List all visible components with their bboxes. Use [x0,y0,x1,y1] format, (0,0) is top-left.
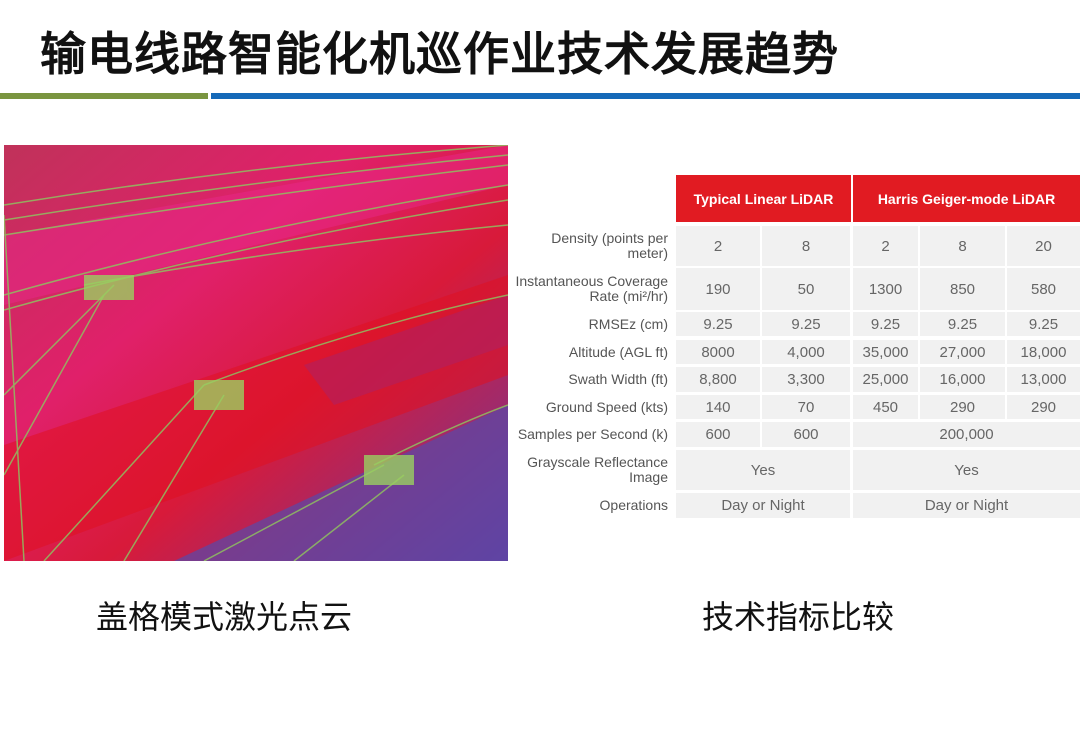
accent-bar-green [0,93,208,99]
row-label: Operations [599,497,668,513]
table-cell: 450 [853,395,918,419]
caption-comparison: 技术指标比较 [702,598,895,636]
table-cell: 580 [1007,268,1080,310]
table-cell: 13,000 [1007,367,1080,392]
caption-point-cloud: 盖格模式激光点云 [96,598,353,636]
table-cell: 20 [1007,226,1080,266]
table-cell: 8 [762,226,850,266]
table-cell: 27,000 [920,340,1005,364]
row-label: RMSEz (cm) [588,315,668,332]
row-label: Swath Width (ft) [568,371,668,387]
row-label: Instantaneous Coverage Rate (mi²/hr) [515,273,668,304]
row-label: Density (points per meter) [551,230,668,261]
lidar-point-cloud-image [4,145,508,561]
header-typical-linear-lidar: Typical Linear LiDAR [676,175,851,222]
row-label: Ground Speed (kts) [545,398,668,415]
table-cell: 4,000 [762,340,850,364]
table-cell: 200,000 [853,422,1080,447]
table-cell: 140 [676,395,760,419]
table-cell: 3,300 [762,367,850,392]
table-cell: 9.25 [762,312,850,336]
table-cell: 2 [676,226,760,266]
table-cell: 9.25 [920,312,1005,336]
table-cell: Yes [853,450,1080,490]
table-cell: 16,000 [920,367,1005,392]
table-cell: 290 [920,395,1005,419]
table-cell: Yes [676,450,850,490]
table-cell: 9.25 [1007,312,1080,336]
table-cell: 25,000 [853,367,918,392]
table-cell: 190 [676,268,760,310]
table-cell: 850 [920,268,1005,310]
table-cell: 2 [853,226,918,266]
table-cell: 290 [1007,395,1080,419]
table-cell: 35,000 [853,340,918,364]
table-cell: 8,800 [676,367,760,392]
row-label: Samples per Second (k) [517,426,668,442]
accent-bar-blue [211,93,1080,99]
table-cell: 50 [762,268,850,310]
table-cell: 8000 [676,340,760,364]
table-cell: 8 [920,226,1005,266]
table-cell: Day or Night [853,493,1080,518]
row-label: Grayscale Reflectance Image [527,454,668,485]
table-cell: 600 [676,422,760,447]
table-cell: 1300 [853,268,918,310]
table-cell: 9.25 [676,312,760,336]
row-label: Altitude (AGL ft) [568,343,668,360]
slide-title: 输电线路智能化机巡作业技术发展趋势 [40,27,839,81]
table-cell: Day or Night [676,493,850,518]
header-harris-geiger-lidar: Harris Geiger-mode LiDAR [853,175,1080,222]
table-cell: 70 [762,395,850,419]
table-cell: 600 [762,422,850,447]
table-cell: 18,000 [1007,340,1080,364]
table-cell: 9.25 [853,312,918,336]
